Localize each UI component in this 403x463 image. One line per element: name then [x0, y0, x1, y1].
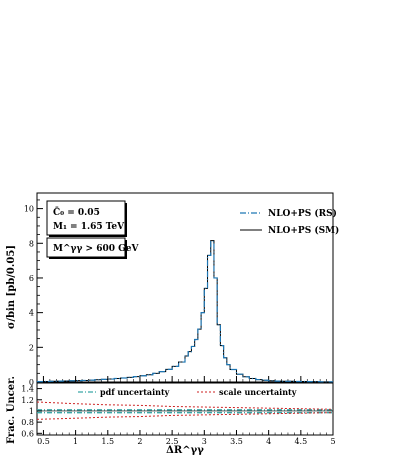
- x-tick-label: 3.5: [230, 437, 243, 446]
- series-scale-lower: [36, 412, 334, 420]
- ratio-y-axis-label: Frac. Uncer.: [6, 376, 17, 444]
- legend-label-sm: NLO+PS (SM): [268, 225, 339, 236]
- main-y-axis-label: σ/bin [pb/0.05]: [6, 245, 17, 329]
- ratio-y-tick-label: 1.2: [21, 396, 34, 405]
- ratio-y-tick-label: 1.4: [21, 385, 34, 394]
- main-legend: NLO+PS (RS) NLO+PS (SM): [240, 208, 339, 236]
- x-tick-label: 2: [137, 437, 142, 446]
- main-y-tick-label: 8: [29, 239, 34, 248]
- x-tick-label: 1: [73, 437, 78, 446]
- x-tick-label: 1.5: [101, 437, 114, 446]
- x-tick-label: 0.5: [37, 437, 50, 446]
- main-y-tick-label: 2: [29, 343, 34, 352]
- ratio-y-tick-label: 1: [29, 407, 34, 416]
- x-tick-label: 4.5: [294, 437, 307, 446]
- ratio-y-tick-label: 0.6: [21, 429, 34, 438]
- ratio-legend: pdf uncertainty scale uncertainty: [78, 387, 297, 397]
- annotation-coupling: C̄₀ = 0.05: [53, 206, 100, 218]
- ratio-y-tick-label: 0.8: [21, 418, 34, 427]
- x-tick-label: 3: [202, 437, 207, 446]
- series-sm-line: [37, 240, 333, 383]
- main-y-tick-label: 0: [29, 378, 34, 387]
- legend-label-scale: scale uncertainty: [219, 387, 297, 397]
- main-y-tick-label: 10: [24, 205, 34, 214]
- annotation-cut: M^γγ > 600 GeV: [53, 244, 140, 254]
- x-axis-label: ΔR^γγ: [166, 445, 204, 456]
- x-tick-label: 4: [266, 437, 271, 446]
- series-rs-line: [37, 240, 333, 383]
- x-tick-label: 2.5: [166, 437, 179, 446]
- annotation-box-cut: M^γγ > 600 GeV: [46, 237, 140, 259]
- main-y-tick-label: 4: [29, 309, 34, 318]
- legend-label-pdf: pdf uncertainty: [100, 387, 170, 397]
- main-y-tick-label: 6: [29, 274, 34, 283]
- legend-label-rs: NLO+PS (RS): [268, 208, 337, 219]
- annotation-mass: M₁ = 1.65 TeV: [53, 222, 125, 232]
- annotation-box-parameters: C̄₀ = 0.05 M₁ = 1.65 TeV: [46, 200, 127, 237]
- x-tick-label: 5: [330, 437, 335, 446]
- series-scale-upper: [36, 401, 334, 410]
